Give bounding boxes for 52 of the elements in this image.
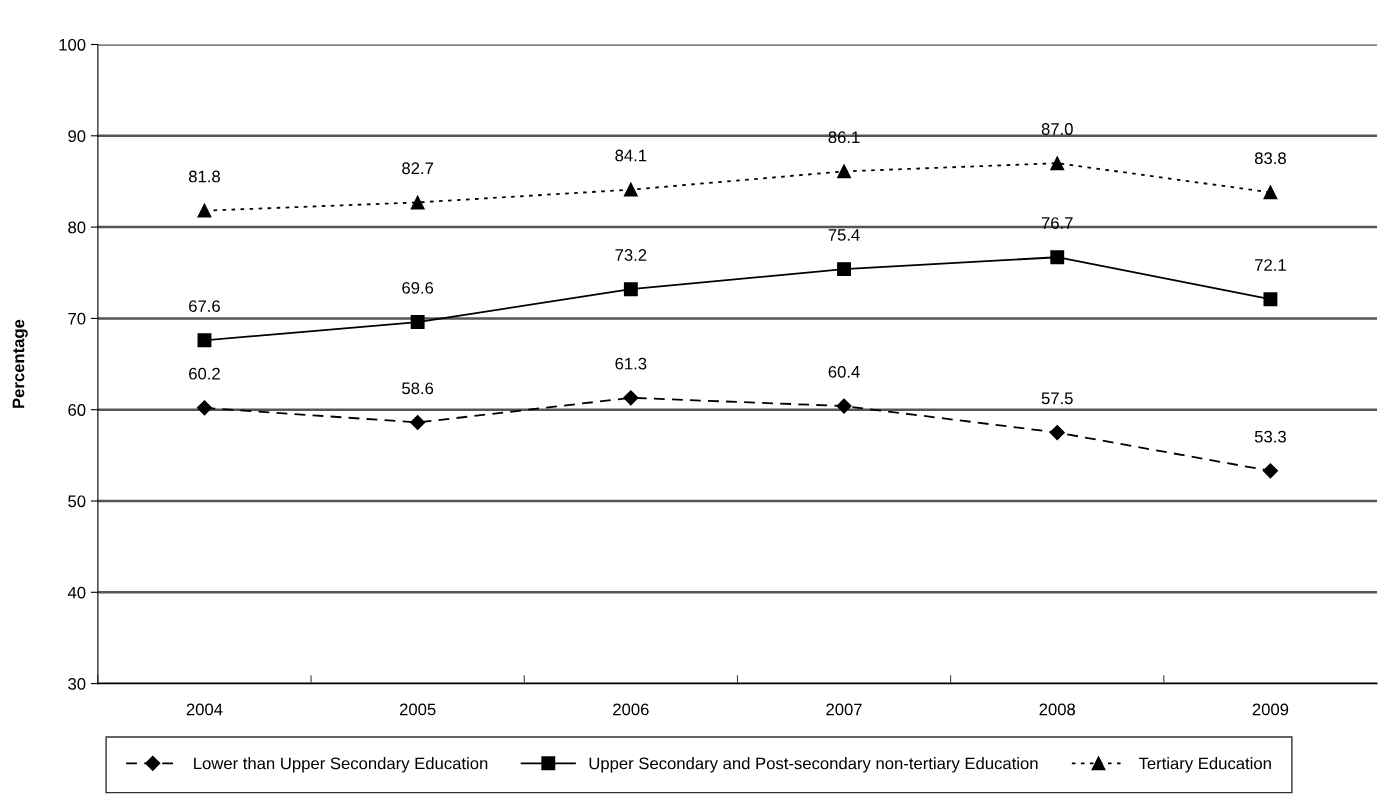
x-tick-label: 2006 [613, 703, 649, 716]
x-tick-label: 2007 [826, 703, 862, 716]
y-tick-label: 70 [68, 312, 86, 325]
y-tick-label: 90 [68, 130, 86, 142]
data-label: 75.4 [828, 229, 860, 241]
data-label: 82.7 [402, 162, 434, 175]
x-tick-label: 2004 [186, 703, 223, 716]
y-tick-label: 100 [59, 38, 86, 51]
point [1263, 292, 1278, 307]
point [837, 164, 851, 179]
point [197, 203, 212, 218]
legend-label: Upper Secondary and Post-secondary non-tertiary Education [589, 757, 1038, 773]
point [410, 414, 426, 431]
y-tick-label: 40 [67, 586, 86, 599]
x-tick-label: 2008 [1039, 703, 1076, 716]
data-label: 87.0 [1041, 123, 1073, 135]
data-label: 60.2 [189, 367, 220, 380]
point [410, 195, 425, 210]
data-label: 60.4 [828, 365, 860, 378]
x-tick-label: 2005 [399, 703, 436, 716]
point [197, 333, 212, 348]
point [1050, 156, 1065, 171]
data-label: 73.2 [615, 249, 647, 261]
data-label: 69.6 [402, 281, 434, 294]
point [196, 400, 213, 416]
y-tick-label: 30 [68, 678, 86, 690]
point [1049, 424, 1065, 441]
data-label: 81.8 [188, 170, 220, 183]
data-label: 58.6 [402, 382, 434, 395]
point [1263, 185, 1278, 200]
data-label: 57.5 [1041, 392, 1073, 405]
point [623, 282, 638, 297]
y-axis-title: Percentage [12, 319, 28, 408]
data-label: 72.1 [1255, 259, 1286, 271]
legend-label: Lower than Upper Secondary Education [194, 757, 488, 773]
data-label: 67.6 [189, 300, 220, 313]
data-label: 84.1 [615, 149, 647, 162]
y-tick-label: 50 [68, 495, 86, 508]
data-label: 83.8 [1254, 152, 1286, 165]
point [623, 390, 639, 406]
point [1262, 463, 1279, 479]
point [836, 398, 852, 414]
data-label: 53.3 [1254, 430, 1286, 443]
point [837, 262, 851, 277]
data-label: 61.3 [615, 357, 647, 370]
point [410, 315, 425, 329]
x-tick-label: 2009 [1252, 703, 1289, 716]
y-tick-label: 60 [68, 404, 86, 416]
point [623, 182, 638, 197]
y-tick-label: 80 [68, 221, 86, 234]
legend-label: Tertiary Education [1138, 757, 1271, 773]
point [1050, 250, 1065, 265]
